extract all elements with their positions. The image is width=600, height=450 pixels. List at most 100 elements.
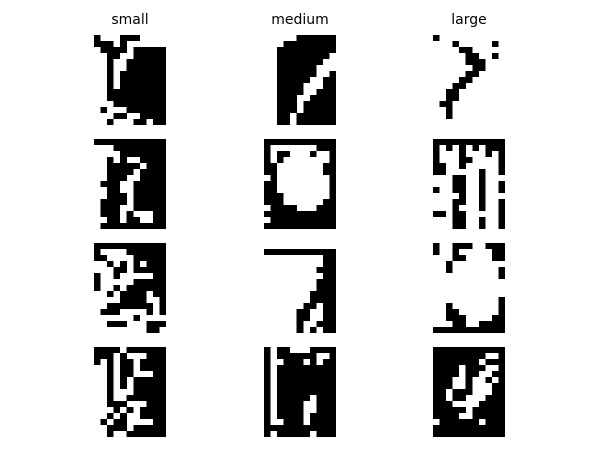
- pixel-cell: [107, 359, 114, 366]
- pixel-cell: [113, 273, 121, 280]
- pixel-cell: [478, 401, 486, 408]
- pixel-cell: [316, 279, 323, 286]
- pixel-cell: [309, 353, 317, 360]
- pixel-cell: [133, 187, 140, 194]
- pixel-cell: [126, 71, 134, 78]
- pixel-cell: [296, 395, 304, 402]
- pixel-cell: [159, 365, 166, 372]
- pixel-cell: [94, 249, 101, 256]
- pixel-cell: [159, 157, 166, 164]
- pixel-cell: [309, 119, 317, 125]
- pixel-cell: [329, 181, 336, 188]
- pixel-cell: [303, 113, 310, 120]
- pixel-cell: [107, 395, 114, 402]
- pixel-cell: [146, 359, 153, 366]
- pixel-cell: [452, 211, 460, 218]
- pixel-cell: [303, 217, 310, 224]
- pixel-cell: [146, 157, 153, 164]
- pixel-cell: [309, 297, 317, 304]
- pixel-cell: [113, 217, 121, 224]
- pixel-cell: [139, 255, 147, 262]
- pixel-cell: [139, 95, 147, 102]
- pixel-cell: [498, 377, 505, 384]
- pixel-cell: [277, 371, 284, 378]
- pixel-cell: [270, 169, 278, 176]
- pixel-cell: [446, 431, 453, 437]
- pixel-cell: [152, 95, 160, 102]
- pixel-cell: [303, 65, 310, 72]
- pixel-cell: [296, 53, 304, 60]
- pixel-cell: [459, 419, 466, 426]
- pixel-cell: [264, 383, 271, 390]
- pixel-cell: [159, 249, 166, 256]
- pixel-cell: [152, 419, 160, 426]
- pixel-cell: [303, 395, 310, 402]
- pixel-cell: [139, 223, 147, 229]
- pixel-cell: [107, 217, 114, 224]
- pixel-cell: [152, 359, 160, 366]
- pixel-cell: [94, 35, 101, 42]
- pixel-cell: [433, 365, 440, 372]
- pixel-cell: [322, 303, 330, 310]
- pixel-cell: [113, 347, 121, 354]
- pixel-cell: [139, 267, 147, 274]
- pixel-cell: [152, 395, 160, 402]
- pixel-cell: [485, 401, 492, 408]
- pixel-cell: [133, 47, 140, 54]
- pixel-cell: [491, 413, 499, 420]
- pixel-cell: [452, 321, 460, 328]
- pixel-cell: [433, 187, 440, 194]
- pixel-cell: [296, 419, 304, 426]
- pixel-cell: [316, 291, 323, 298]
- pixel-cell: [283, 371, 291, 378]
- pixel-cell: [452, 89, 460, 96]
- pixel-cell: [133, 95, 140, 102]
- pixel-cell: [126, 83, 134, 90]
- pixel-cell: [446, 95, 453, 102]
- pixel-cell: [277, 223, 284, 229]
- pixel-cell: [472, 419, 479, 426]
- pixel-cell: [329, 35, 336, 42]
- pixel-cell: [152, 187, 160, 194]
- pixel-cell: [152, 113, 160, 120]
- pixel-cell: [322, 139, 330, 146]
- pixel-cell: [146, 113, 153, 120]
- pixel-cell: [139, 389, 147, 396]
- pixel-cell: [120, 377, 127, 384]
- pixel-cell: [329, 359, 336, 366]
- pixel-cell: [113, 113, 121, 120]
- pixel-cell: [113, 101, 121, 108]
- pixel-cell: [433, 163, 440, 170]
- pixel-cell: [152, 389, 160, 396]
- pixel-cell: [316, 41, 323, 48]
- pixel-cell: [139, 65, 147, 72]
- pixel-cell: [283, 113, 291, 120]
- pixel-cell: [498, 199, 505, 206]
- pixel-cell: [478, 139, 486, 146]
- pixel-cell: [113, 267, 121, 274]
- pixel-cell: [309, 151, 317, 158]
- pixel-cell: [120, 163, 127, 170]
- pixel-cell: [446, 377, 453, 384]
- pixel-cell: [465, 431, 473, 437]
- pixel-cell: [133, 249, 140, 256]
- pixel-cell: [107, 389, 114, 396]
- pixel-cell: [478, 169, 486, 176]
- pixel-cell: [283, 83, 291, 90]
- pixel-cell: [459, 217, 466, 224]
- pixel-cell: [152, 261, 160, 268]
- pixel-cell: [152, 139, 160, 146]
- pixel-cell: [270, 223, 278, 229]
- pixel-cell: [159, 205, 166, 212]
- column-title-large: large: [451, 12, 487, 28]
- pixel-cell: [491, 243, 499, 250]
- pixel-cell: [146, 285, 153, 292]
- pixel-cell: [478, 321, 486, 328]
- pixel-cell: [107, 261, 114, 268]
- pixel-cell: [94, 285, 101, 292]
- pixel-cell: [498, 347, 505, 354]
- pixel-cell: [107, 321, 114, 328]
- pixel-cell: [329, 223, 336, 229]
- pixel-cell: [433, 431, 440, 437]
- pixel-cell: [309, 35, 317, 42]
